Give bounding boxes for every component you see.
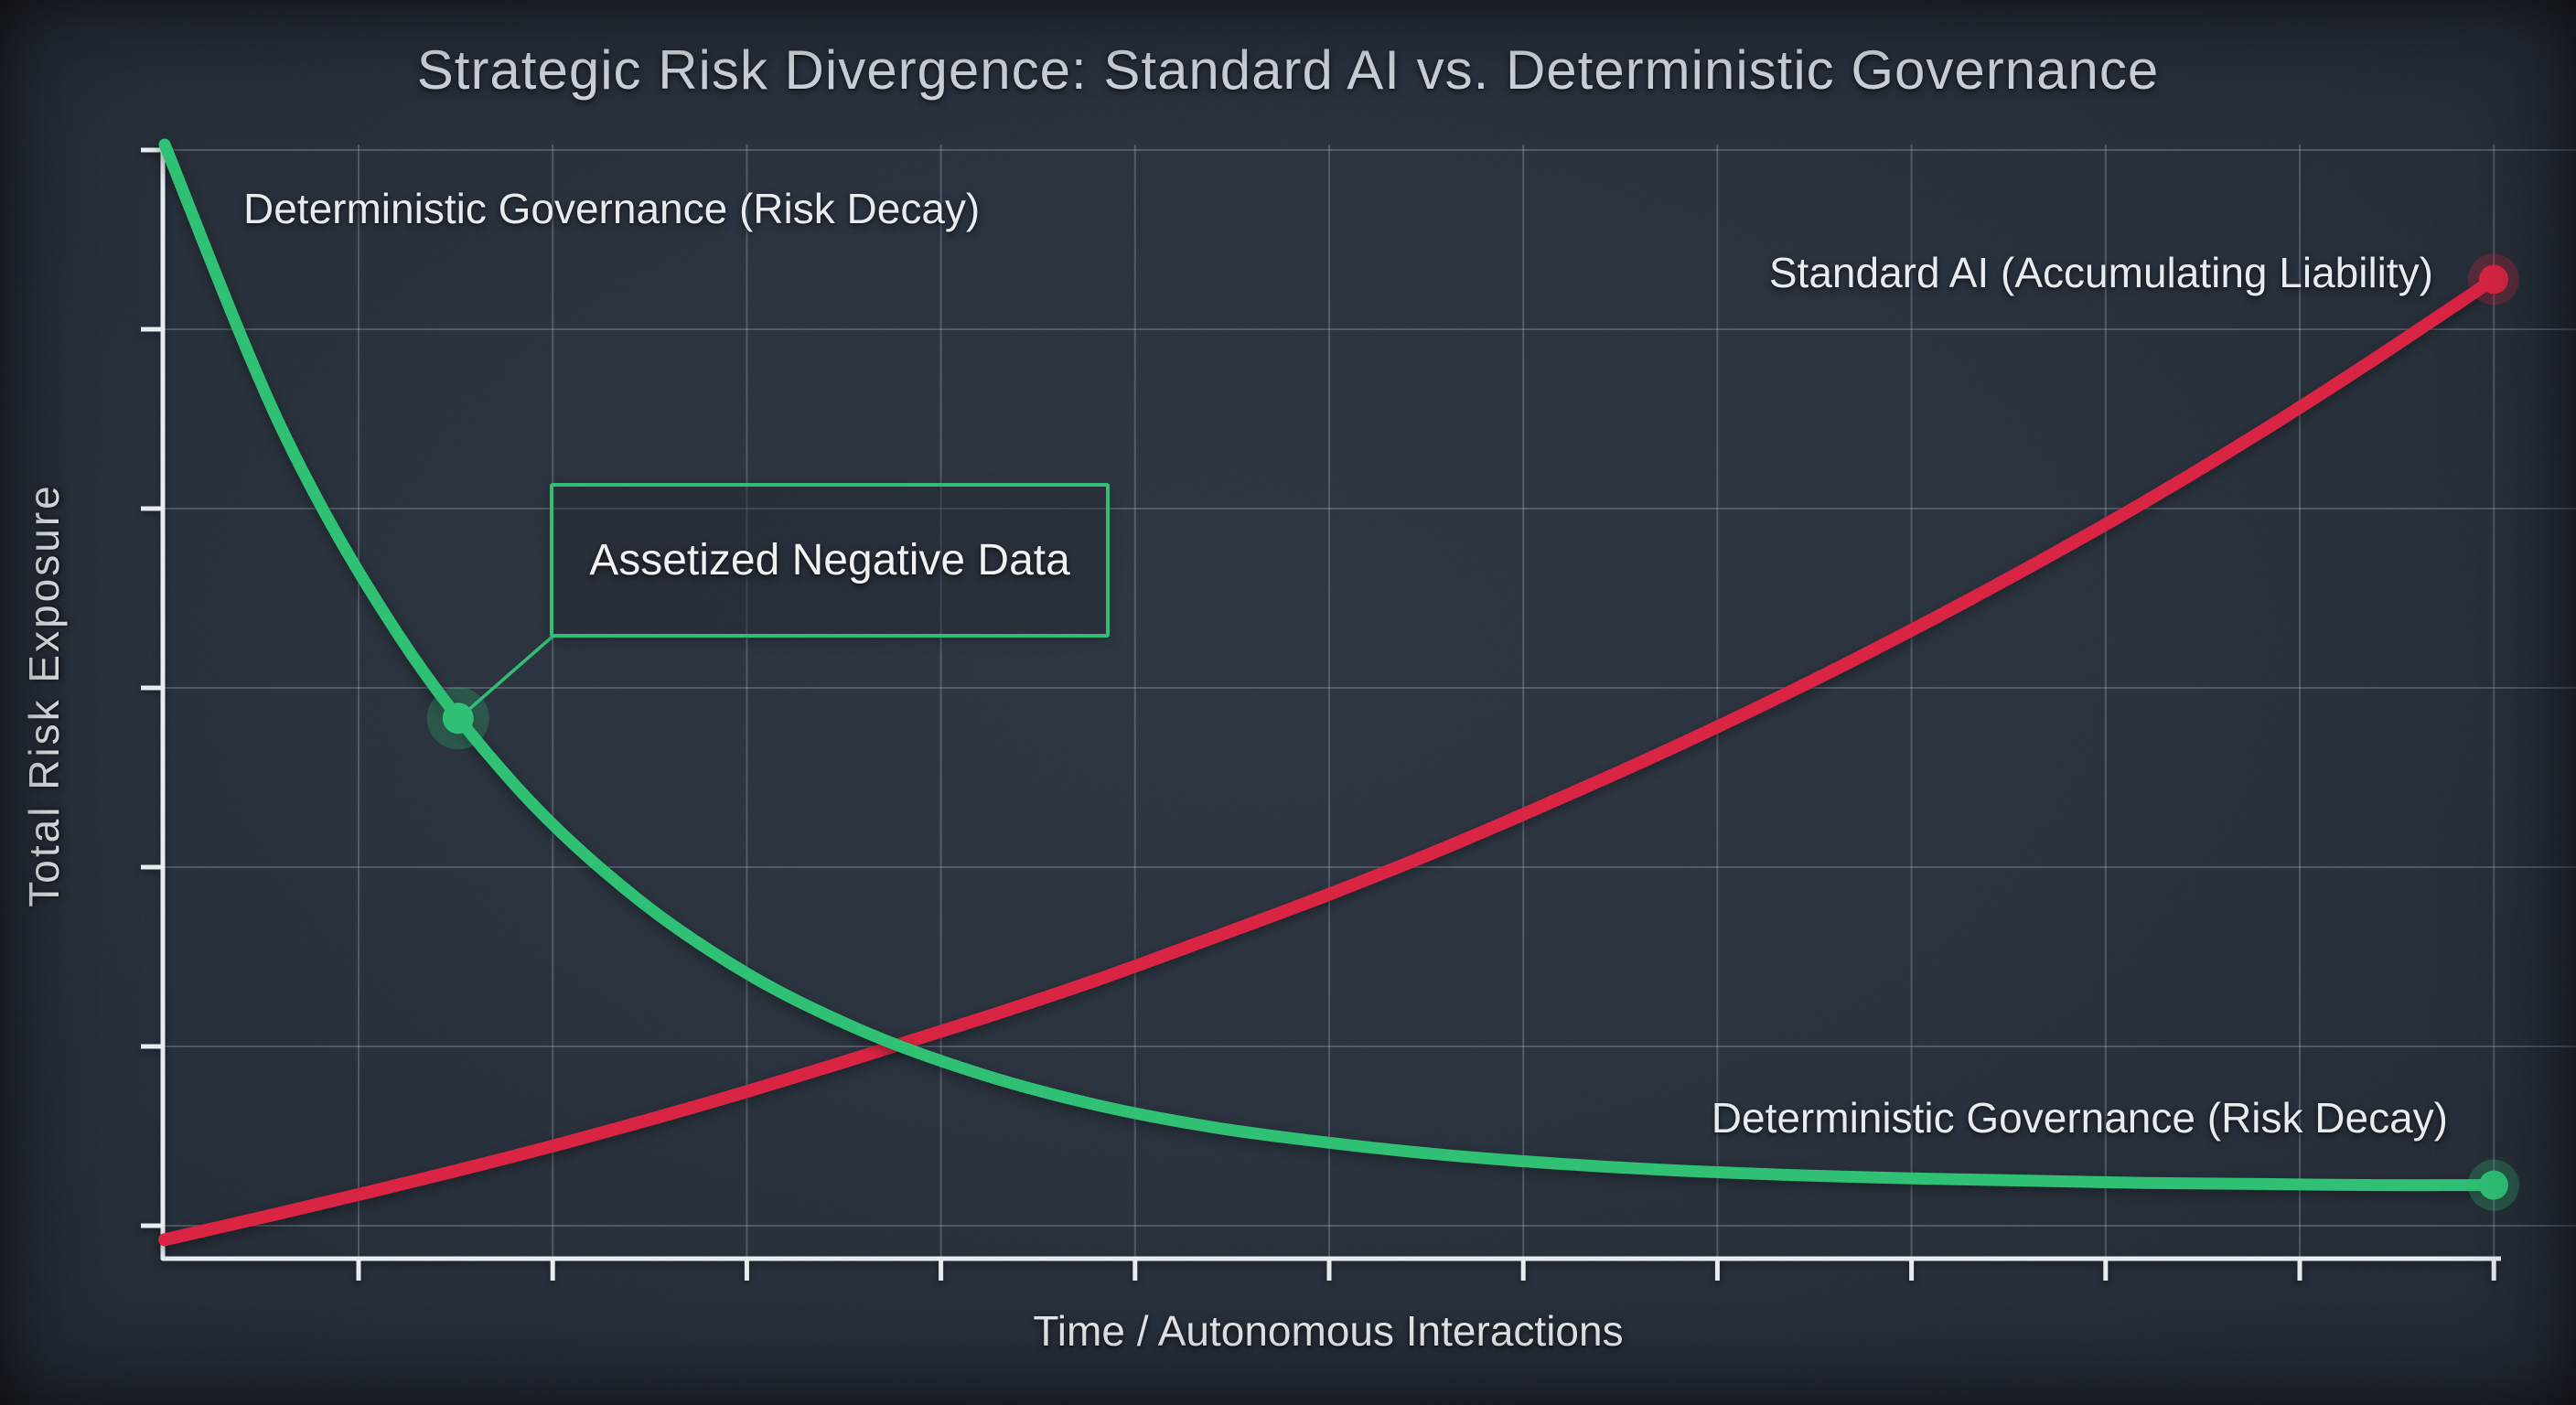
annotation-box: Assetized Negative Data xyxy=(550,483,1110,638)
data-point-markers xyxy=(426,253,2519,1211)
series-label-governance-bottom: Deterministic Governance (Risk Decay) xyxy=(1711,1094,2448,1142)
x-axis-label: Time / Autonomous Interactions xyxy=(1033,1307,1624,1355)
annotation-label: Assetized Negative Data xyxy=(589,536,1070,585)
chart-title: Strategic Risk Divergence: Standard AI v… xyxy=(416,39,2160,101)
y-axis-label: Total Risk Exposure xyxy=(20,483,68,907)
grid-lines xyxy=(163,145,2576,1259)
series-label-standard-ai: Standard AI (Accumulating Liability) xyxy=(1768,249,2433,296)
series-label-governance-top: Deterministic Governance (Risk Decay) xyxy=(243,185,981,232)
